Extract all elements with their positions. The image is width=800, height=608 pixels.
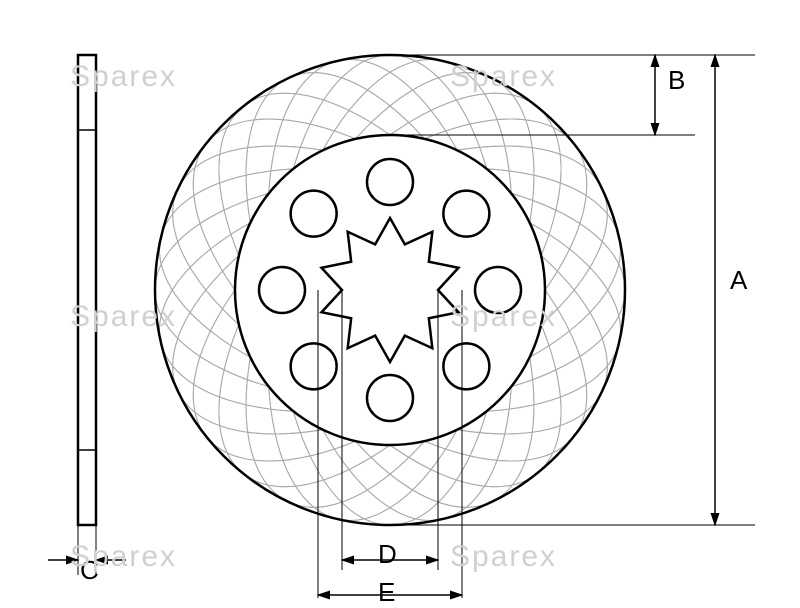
dim-label-E: E: [378, 577, 395, 608]
dim-label-D: D: [378, 539, 397, 570]
dim-label-C: C: [80, 555, 99, 586]
dim-label-A: A: [730, 265, 747, 296]
dim-label-B: B: [668, 65, 685, 96]
